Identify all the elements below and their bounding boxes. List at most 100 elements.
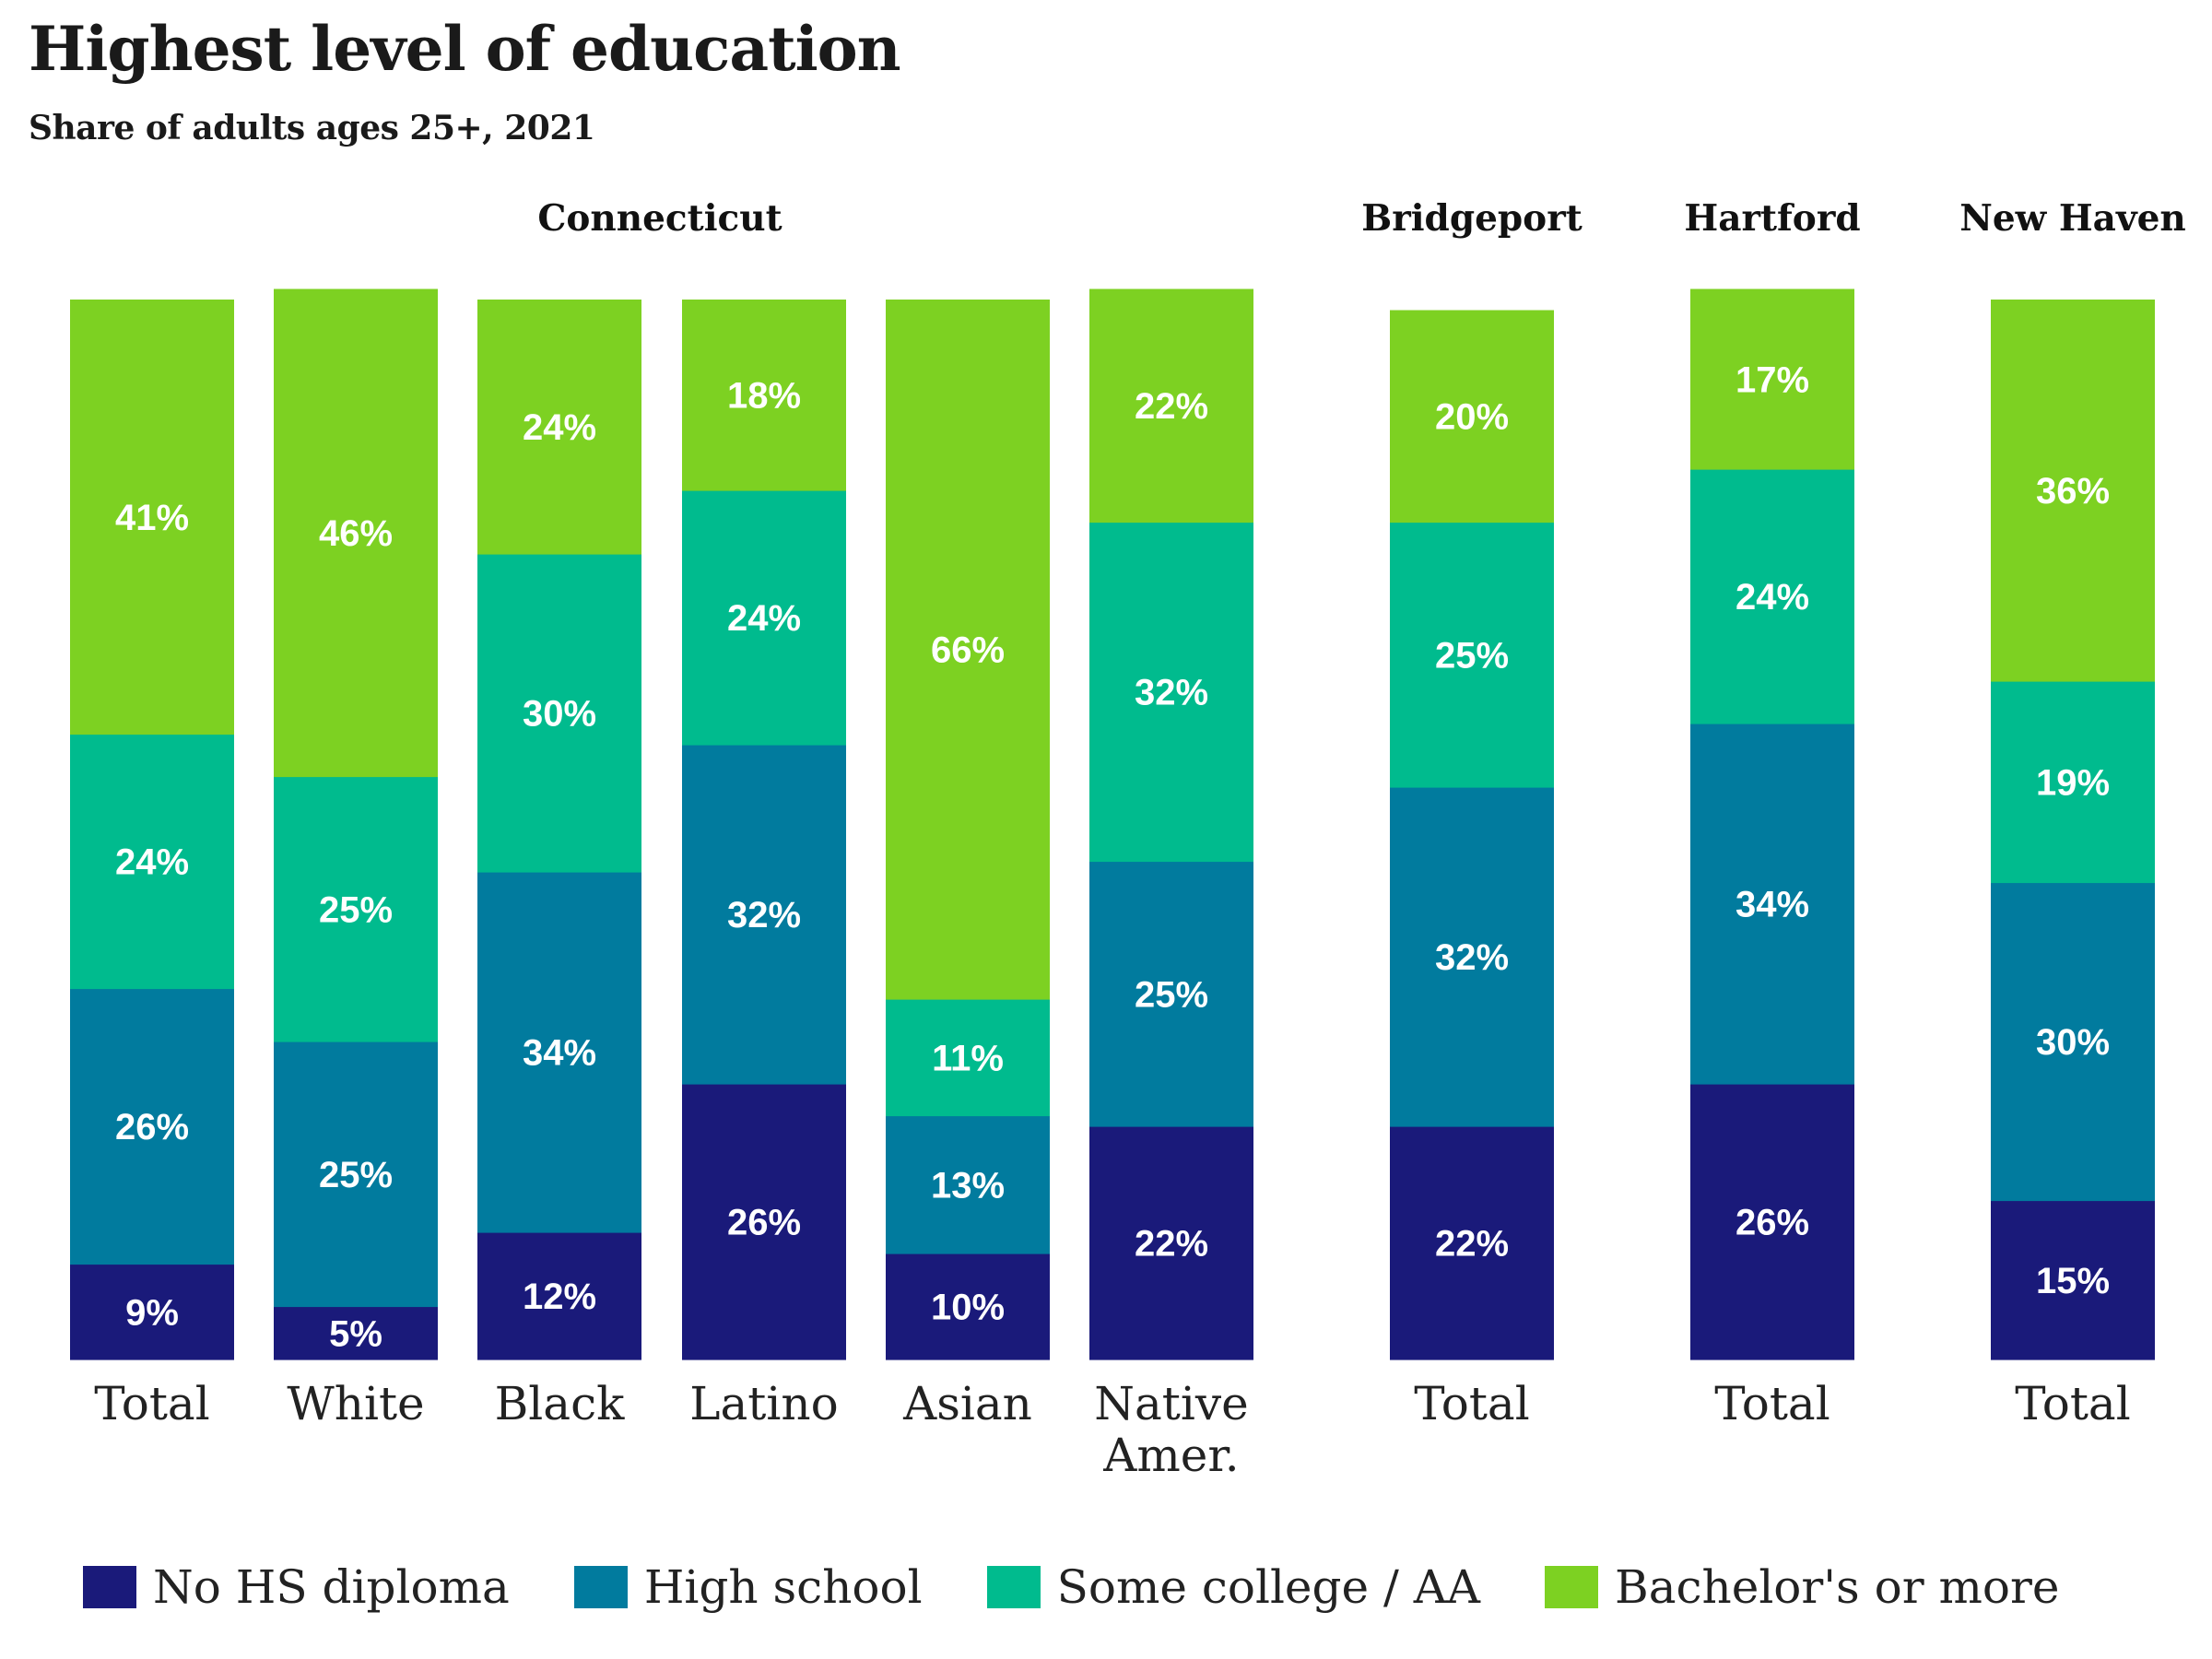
bar-segment-connecticut-native-amer-some-college-aa (1089, 522, 1253, 863)
category-label-connecticut-white: White (287, 1377, 424, 1430)
bar-segment-new-haven-total-high-school (1991, 882, 2155, 1202)
category-label-bridgeport-total: Total (1414, 1377, 1529, 1430)
value-label-hartford-total-no-hs-diploma: 26% (1735, 1203, 1809, 1243)
legend-item-some-college-aa: Some college / AA (986, 1560, 1480, 1614)
value-label-connecticut-white-some-college-aa: 25% (319, 889, 393, 930)
bar-segment-connecticut-native-amer-bachelor-s-or-more (1089, 288, 1253, 524)
value-label-bridgeport-total-bachelor-s-or-more: 20% (1435, 397, 1509, 438)
legend-label-bachelor-s-or-more: Bachelor's or more (1614, 1560, 2060, 1614)
stacked-bar-chart: Connecticut Bridgeport Hartford New Haven 9… (70, 197, 2186, 1482)
bar-segment-connecticut-white-some-college-aa (274, 776, 438, 1042)
bar-segment-connecticut-latino-bachelor-s-or-more (682, 300, 846, 491)
value-label-hartford-total-some-college-aa: 24% (1735, 577, 1809, 618)
category-label-connecticut-total: Total (94, 1377, 209, 1430)
bar-segment-connecticut-total-some-college-aa (70, 734, 234, 990)
bar-segment-connecticut-black-bachelor-s-or-more (477, 300, 641, 555)
value-label-connecticut-total-bachelor-s-or-more: 41% (115, 498, 189, 538)
value-label-connecticut-native-amer-no-hs-diploma: 22% (1135, 1224, 1208, 1265)
value-label-connecticut-asian-high-school: 13% (931, 1165, 1005, 1206)
bar-segment-connecticut-white-high-school (274, 1041, 438, 1308)
value-label-connecticut-native-amer-bachelor-s-or-more: 22% (1135, 386, 1208, 427)
value-label-connecticut-native-amer-some-college-aa: 32% (1135, 673, 1208, 713)
category-label-connecticut-latino: Latino (689, 1377, 838, 1430)
legend-label-no-hs-diploma: No HS diploma (153, 1560, 510, 1614)
bar-segment-connecticut-native-amer-no-hs-diploma (1089, 1126, 1253, 1360)
group-label-bridgeport: Bridgeport (1361, 197, 1583, 240)
value-labels: 9% 26% 24% 41% 5% 25% 25% 46% 12% 34% 30% 24% 26% 32%… (115, 359, 2110, 1354)
bar-segment-connecticut-total-no-hs-diploma (70, 1264, 234, 1360)
value-label-connecticut-asian-no-hs-diploma: 10% (931, 1288, 1005, 1328)
bar-segment-bridgeport-total-bachelor-s-or-more (1390, 310, 1554, 524)
value-label-new-haven-total-bachelor-s-or-more: 36% (2036, 471, 2110, 512)
legend-swatch-some-college-aa (986, 1566, 1041, 1608)
bar-segment-connecticut-total-high-school (70, 988, 234, 1265)
value-label-bridgeport-total-high-school: 32% (1435, 937, 1509, 978)
bar-segment-connecticut-asian-no-hs-diploma (886, 1253, 1050, 1360)
bar-segment-connecticut-black-high-school (477, 872, 641, 1233)
bar-segment-new-haven-total-some-college-aa (1991, 681, 2155, 884)
bar-segment-hartford-total-bachelor-s-or-more (1690, 288, 1854, 470)
value-label-connecticut-black-high-school: 34% (523, 1033, 596, 1074)
category-label-hartford-total: Total (1714, 1377, 1830, 1430)
bar-segment-new-haven-total-bachelor-s-or-more (1991, 300, 2155, 682)
group-label-connecticut: Connecticut (537, 197, 782, 240)
value-label-connecticut-latino-no-hs-diploma: 26% (727, 1203, 801, 1243)
value-label-connecticut-latino-some-college-aa: 24% (727, 598, 801, 639)
value-label-connecticut-asian-bachelor-s-or-more: 66% (931, 630, 1005, 671)
value-label-connecticut-black-some-college-aa: 30% (523, 694, 596, 735)
value-label-new-haven-total-high-school: 30% (2036, 1022, 2110, 1063)
category-label-connecticut-asian: Asian (902, 1377, 1032, 1430)
bar-segment-hartford-total-high-school (1690, 724, 1854, 1085)
value-label-connecticut-total-some-college-aa: 24% (115, 842, 189, 883)
legend-label-some-college-aa: Some college / AA (1056, 1560, 1480, 1614)
bars (70, 288, 2155, 1360)
bar-segment-new-haven-total-no-hs-diploma (1991, 1200, 2155, 1360)
legend-label-high-school: High school (643, 1560, 923, 1614)
legend-swatch-bachelor-s-or-more (1544, 1566, 1598, 1608)
legend-item-bachelor-s-or-more: Bachelor's or more (1544, 1560, 2060, 1614)
value-label-connecticut-total-high-school: 26% (115, 1107, 189, 1147)
chart-subtitle: Share of adults ages 25+, 2021 (29, 109, 595, 147)
bar-segment-hartford-total-no-hs-diploma (1690, 1084, 1854, 1360)
group-label-hartford: Hartford (1684, 197, 1860, 240)
bar-segment-hartford-total-some-college-aa (1690, 469, 1854, 724)
legend-swatch-no-hs-diploma (83, 1566, 136, 1608)
value-label-new-haven-total-no-hs-diploma: 15% (2036, 1261, 2110, 1301)
value-label-new-haven-total-some-college-aa: 19% (2036, 762, 2110, 803)
category-labels: Total White Black Latino Asian Native Amer. Tot… (94, 1377, 2130, 1482)
bar-segment-connecticut-latino-no-hs-diploma (682, 1084, 846, 1360)
value-label-connecticut-black-bachelor-s-or-more: 24% (523, 407, 596, 448)
bar-segment-connecticut-white-bachelor-s-or-more (274, 288, 438, 778)
value-label-connecticut-latino-bachelor-s-or-more: 18% (727, 376, 801, 417)
category-label-connecticut-native-amer: Native Amer. (1094, 1377, 1248, 1482)
group-labels: Connecticut Bridgeport Hartford New Haven (537, 197, 2185, 240)
value-label-hartford-total-high-school: 34% (1735, 885, 1809, 925)
value-label-connecticut-native-amer-high-school: 25% (1135, 974, 1208, 1015)
group-label-new-haven: New Haven (1959, 197, 2186, 240)
bar-segment-connecticut-black-some-college-aa (477, 554, 641, 873)
chart-title: Highest level of education (29, 13, 901, 85)
value-label-connecticut-white-high-school: 25% (319, 1155, 393, 1195)
category-label-new-haven-total: Total (2015, 1377, 2130, 1430)
bar-segment-connecticut-latino-some-college-aa (682, 490, 846, 746)
value-label-connecticut-white-no-hs-diploma: 5% (329, 1313, 382, 1354)
bar-segment-bridgeport-total-some-college-aa (1390, 522, 1554, 788)
value-label-connecticut-total-no-hs-diploma: 9% (125, 1292, 179, 1333)
legend-item-high-school: High school (573, 1560, 923, 1614)
bar-segment-connecticut-asian-some-college-aa (886, 999, 1050, 1117)
bar-segment-connecticut-latino-high-school (682, 745, 846, 1085)
bar-segment-bridgeport-total-no-hs-diploma (1390, 1126, 1554, 1360)
value-label-hartford-total-bachelor-s-or-more: 17% (1735, 359, 1809, 400)
value-label-connecticut-asian-some-college-aa: 11% (932, 1038, 1004, 1078)
legend: No HS diploma High school Some college / A… (83, 1558, 2124, 1617)
value-label-connecticut-latino-high-school: 32% (727, 895, 801, 935)
bar-segment-bridgeport-total-high-school (1390, 787, 1554, 1127)
value-label-bridgeport-total-no-hs-diploma: 22% (1435, 1224, 1509, 1265)
value-label-connecticut-black-no-hs-diploma: 12% (523, 1277, 596, 1317)
value-label-bridgeport-total-some-college-aa: 25% (1435, 635, 1509, 676)
bar-segment-connecticut-black-no-hs-diploma (477, 1232, 641, 1360)
bar-segment-connecticut-white-no-hs-diploma (274, 1306, 438, 1360)
legend-swatch-high-school (573, 1566, 628, 1608)
value-label-connecticut-white-bachelor-s-or-more: 46% (319, 513, 393, 554)
